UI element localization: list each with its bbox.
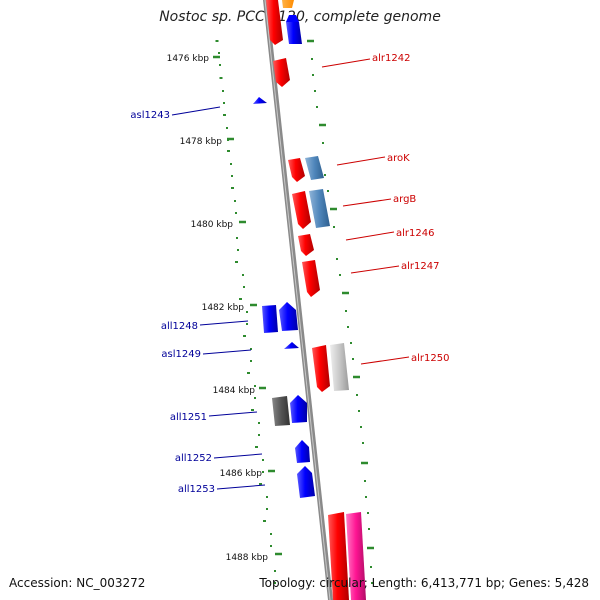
gene-alr1247[interactable] — [302, 260, 320, 297]
gene-label-aroK: aroK — [387, 153, 410, 164]
top-edge-features — [266, 0, 302, 45]
gene-all1248[interactable] — [262, 302, 298, 333]
gene-label-alr1250: alr1250 — [411, 353, 449, 364]
outer-tick-dots — [311, 58, 373, 584]
gene-aroK[interactable] — [288, 156, 324, 182]
scale-label: 1478 kbp — [180, 137, 223, 147]
genome-summary: Topology: circular; Length: 6,413,771 bp… — [259, 576, 589, 590]
gene-alr1250[interactable] — [312, 343, 349, 392]
gene-label-alr1246: alr1246 — [396, 228, 434, 239]
accession-text: Accession: NC_003272 — [9, 576, 146, 590]
scale-label: 1476 kbp — [167, 54, 210, 64]
gene-label-all1253: all1253 — [178, 484, 215, 495]
gene-labels: alr1242 asl1243 aroK argB alr1246 alr124… — [130, 53, 449, 495]
map-title: Nostoc sp. PCC 7120, complete genome — [159, 9, 441, 25]
gene-label-alr1242: alr1242 — [372, 53, 410, 64]
gene-alr1242[interactable] — [273, 58, 290, 87]
scale-label: 1486 kbp — [220, 469, 263, 479]
scale-label: 1488 kbp — [226, 553, 269, 563]
gene-label-argB: argB — [393, 194, 416, 205]
gene-label-asl1249: asl1249 — [161, 349, 201, 360]
gene-label-all1248: all1248 — [161, 321, 198, 332]
gene-label-all1251: all1251 — [170, 412, 207, 423]
gene-asl1249[interactable] — [284, 342, 299, 349]
gene-all1253[interactable] — [297, 466, 315, 498]
gene-label-all1252: all1252 — [175, 453, 212, 464]
bottom-edge-features — [328, 512, 366, 600]
scale-label: 1480 kbp — [191, 220, 234, 230]
gene-alr1246[interactable] — [298, 234, 314, 256]
label-leaders — [171, 58, 410, 490]
gene-label-alr1247: alr1247 — [401, 261, 439, 272]
gene-all1252[interactable] — [295, 440, 310, 463]
gene-label-asl1243: asl1243 — [130, 110, 170, 121]
scale-labels: 1476 kbp 1478 kbp 1480 kbp 1482 kbp 1484… — [167, 54, 269, 563]
gene-all1251[interactable] — [272, 395, 307, 426]
inner-tick-track — [215, 40, 266, 522]
gene-asl1243[interactable] — [253, 97, 267, 104]
scale-label: 1482 kbp — [202, 303, 245, 313]
scale-label: 1484 kbp — [213, 386, 256, 396]
outer-tick-track — [307, 39, 374, 550]
gene-argB[interactable] — [292, 189, 330, 229]
scale-ticks — [213, 55, 282, 556]
backbone — [263, 0, 333, 600]
